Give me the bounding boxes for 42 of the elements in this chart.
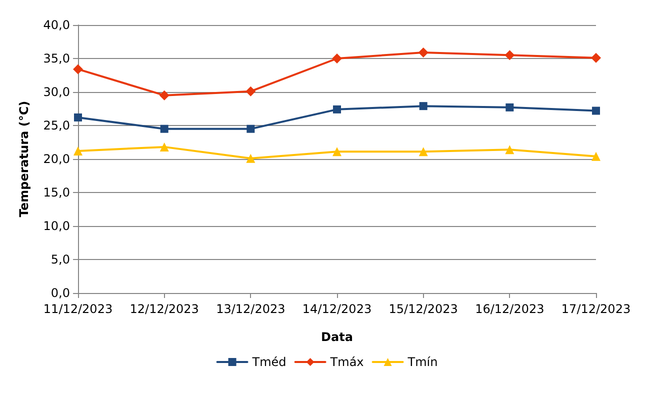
point	[246, 154, 256, 163]
point	[505, 145, 514, 154]
y-tick-label: 40,0	[43, 18, 70, 32]
x-axis-title: Data	[321, 330, 353, 344]
point	[592, 152, 600, 161]
y-tick-label: 0,0	[50, 286, 70, 300]
point	[419, 102, 428, 110]
point	[418, 147, 428, 156]
x-tick-label: 13/12/2023	[216, 302, 286, 316]
point	[332, 54, 342, 64]
x-tick-label: 16/12/2023	[475, 302, 544, 316]
y-tick-label: 15,0	[43, 186, 70, 200]
y-axis-title: Temperatura (°C)	[17, 100, 31, 218]
point	[591, 52, 601, 63]
y-tick-label: 35,0	[43, 52, 70, 66]
point	[160, 142, 169, 152]
point	[592, 106, 600, 115]
y-tick-label: 5,0	[50, 252, 70, 266]
y-tick-label: 25,0	[43, 118, 70, 132]
legend-label: Tmín	[406, 355, 438, 369]
y-tick-label: 30,0	[43, 85, 70, 99]
point	[246, 86, 256, 96]
point	[333, 105, 341, 114]
x-tick-label: 15/12/2023	[388, 302, 458, 316]
y-tick-label: 20,0	[43, 152, 70, 166]
point	[332, 147, 342, 156]
legend-label: Tméd	[251, 355, 286, 369]
legend-label: Tmáx	[329, 355, 364, 369]
point	[73, 64, 83, 74]
y-tick-label: 10,0	[43, 219, 70, 233]
x-tick-label: 14/12/2023	[302, 302, 372, 316]
x-tick-label: 12/12/2023	[130, 302, 199, 316]
point	[418, 47, 428, 58]
point	[74, 146, 82, 156]
point	[504, 50, 515, 60]
point	[246, 124, 255, 133]
point	[506, 103, 514, 112]
point	[74, 113, 82, 122]
x-tick-label: 11/12/2023	[43, 302, 113, 316]
point	[160, 124, 168, 133]
x-tick-label: 17/12/2023	[561, 302, 631, 316]
point	[159, 90, 170, 100]
